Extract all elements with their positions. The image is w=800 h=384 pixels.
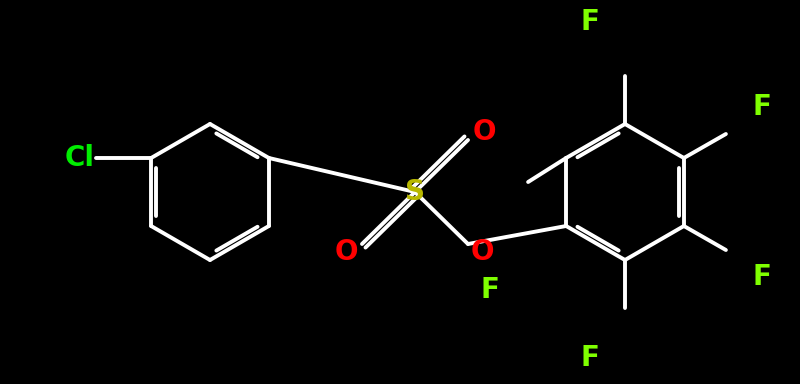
Text: O: O	[472, 118, 496, 146]
Text: F: F	[481, 276, 499, 304]
Text: F: F	[753, 263, 771, 291]
Text: F: F	[753, 93, 771, 121]
Text: Cl: Cl	[65, 144, 95, 172]
Text: S: S	[405, 178, 425, 206]
Text: F: F	[581, 344, 599, 372]
Text: F: F	[581, 8, 599, 36]
Text: O: O	[334, 238, 358, 266]
Text: O: O	[470, 238, 494, 266]
